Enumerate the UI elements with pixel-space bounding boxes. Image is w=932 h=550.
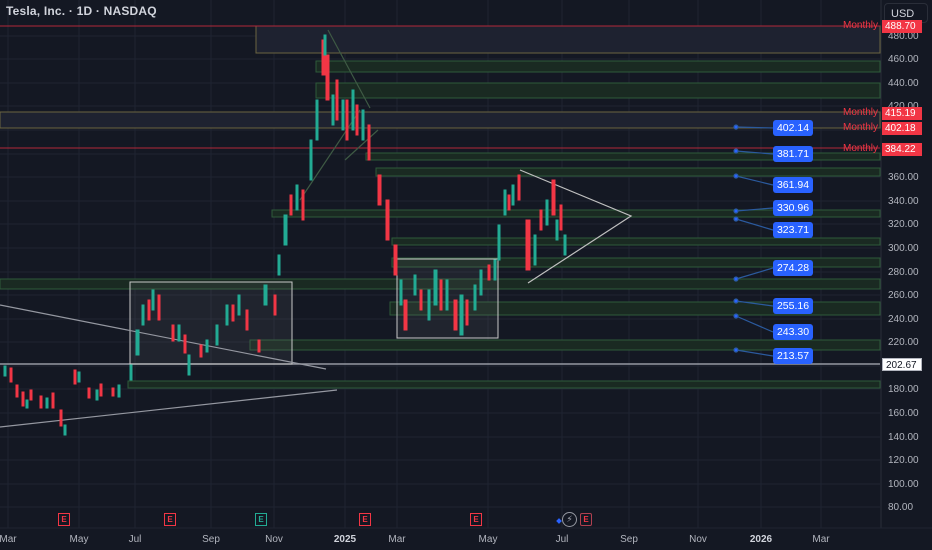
price-tag-monthly: 415.19 [882, 107, 922, 120]
monthly-label: Monthly [843, 20, 879, 31]
price-tick: 300.00 [888, 243, 919, 254]
time-tick: Sep [620, 534, 638, 545]
callout-connectors [733, 124, 774, 357]
price-tick: 460.00 [888, 54, 919, 65]
time-tick: May [478, 534, 498, 545]
price-tick: 140.00 [888, 432, 919, 443]
price-callout[interactable]: 402.14 [773, 120, 813, 136]
price-callout[interactable]: 330.96 [773, 200, 813, 216]
price-tick: 420.00 [888, 101, 919, 112]
symbol-title[interactable]: Tesla, Inc. · 1D · NASDAQ [6, 4, 157, 18]
price-tick: 180.00 [888, 384, 919, 395]
monthly-levels[interactable] [0, 25, 880, 149]
dividend-split-icon[interactable]: ⚡ [562, 512, 577, 527]
earnings-icon[interactable]: E [470, 513, 482, 526]
monthly-label: Monthly [843, 143, 879, 154]
price-callout[interactable]: 361.94 [773, 177, 813, 193]
price-tag-monthly: 402.18 [882, 122, 922, 135]
price-tick: 340.00 [888, 196, 919, 207]
monthly-label: Monthly [843, 122, 879, 133]
price-tick: 120.00 [888, 455, 919, 466]
price-callout[interactable]: 381.71 [773, 146, 813, 162]
price-tag-monthly: 384.22 [882, 143, 922, 156]
price-callout[interactable]: 255.16 [773, 298, 813, 314]
earnings-icon[interactable]: E [255, 513, 267, 526]
price-callout[interactable]: 243.30 [773, 324, 813, 340]
price-tick: 160.00 [888, 408, 919, 419]
price-callout[interactable]: 323.71 [773, 222, 813, 238]
price-tick: 100.00 [888, 479, 919, 490]
candles [3, 34, 567, 436]
price-tick: 240.00 [888, 314, 919, 325]
price-tick: 360.00 [888, 172, 919, 183]
price-tick: 440.00 [888, 78, 919, 89]
last-price-tag: 202.67 [882, 358, 922, 371]
time-tick: Mar [0, 534, 17, 545]
price-tag-monthly: 488.70 [882, 20, 922, 33]
time-tick: Sep [202, 534, 220, 545]
time-tick: Mar [388, 534, 406, 545]
price-tick: 320.00 [888, 219, 919, 230]
earnings-icon[interactable]: E [58, 513, 70, 526]
trend-lines[interactable] [0, 29, 633, 428]
earnings-icon[interactable]: E [580, 513, 592, 526]
time-tick: May [69, 534, 89, 545]
monthly-label: Monthly [843, 107, 879, 118]
earnings-icon[interactable]: E [359, 513, 371, 526]
time-tick: Mar [812, 534, 830, 545]
price-tick: 80.00 [888, 502, 914, 513]
price-callout[interactable]: 213.57 [773, 348, 813, 364]
price-tick: 480.00 [888, 31, 919, 42]
time-tick-year: 2026 [749, 534, 773, 545]
price-tick: 220.00 [888, 337, 919, 348]
currency-button[interactable]: USD [884, 3, 928, 23]
time-tick: Nov [265, 534, 283, 545]
time-tick-year: 2025 [333, 534, 357, 545]
time-tick: Jul [555, 534, 569, 545]
price-tick: 280.00 [888, 267, 919, 278]
earnings-icon[interactable]: E [164, 513, 176, 526]
price-tick: 260.00 [888, 290, 919, 301]
price-callout[interactable]: 274.28 [773, 260, 813, 276]
time-tick: Nov [689, 534, 707, 545]
time-tick: Jul [128, 534, 142, 545]
